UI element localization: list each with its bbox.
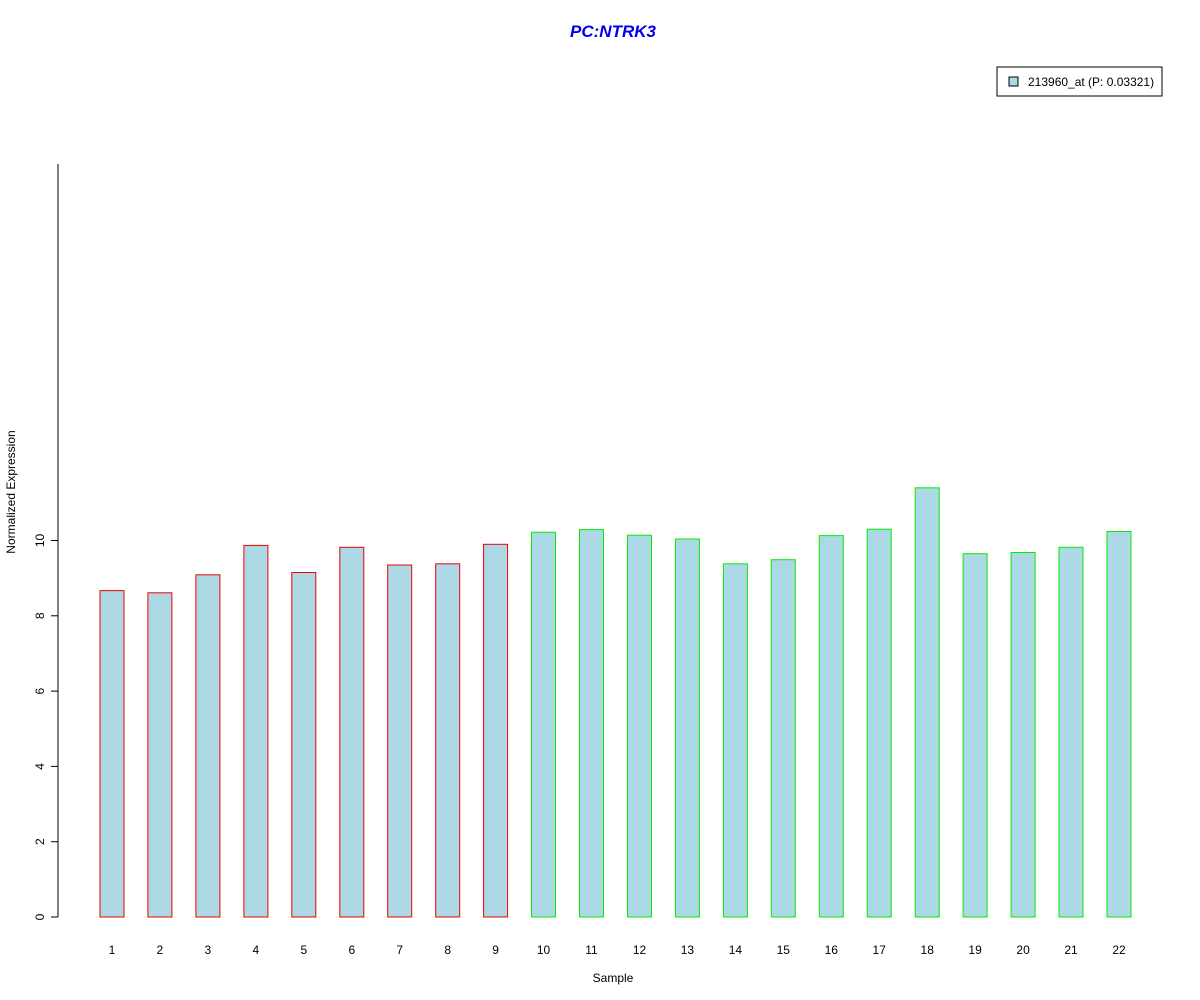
bar-sample-13 <box>674 538 700 918</box>
bar-sample-18 <box>914 487 940 918</box>
bar-sample-21 <box>1058 546 1084 918</box>
y-axis: 0 2 4 6 8 10 <box>33 164 59 920</box>
x-tick-label: 11 <box>585 943 598 957</box>
bar-sample-10 <box>531 531 556 918</box>
bar-sample-12 <box>627 534 652 918</box>
x-tick-label: 17 <box>873 943 887 957</box>
bar-sample-17 <box>866 528 892 918</box>
legend-box <box>996 66 1163 97</box>
bar-sample-5 <box>291 572 317 918</box>
x-tick-label: 20 <box>1016 943 1030 957</box>
bar-sample-19 <box>962 553 988 918</box>
bar-sample-14 <box>722 563 748 918</box>
bar-sample-20 <box>1010 552 1036 918</box>
x-tick-label: 19 <box>968 943 982 957</box>
x-tick-label: 14 <box>729 943 743 957</box>
bar-sample-16 <box>818 535 844 918</box>
y-tick-label: 10 <box>33 534 47 548</box>
x-tick-label: 15 <box>777 943 791 957</box>
x-tick-label: 2 <box>157 943 164 957</box>
chart-title: PC:NTRK3 <box>570 22 656 41</box>
bar-sample-22 <box>1106 531 1132 918</box>
legend-swatch <box>1008 76 1019 87</box>
bar-sample-1 <box>99 590 125 918</box>
legend: 213960_at (P: 0.03321) <box>996 66 1163 97</box>
bar-sample-9 <box>483 543 509 918</box>
bar-sample-11 <box>579 529 604 918</box>
x-tick-label: 13 <box>681 943 695 957</box>
x-tick-labels: 1 2 3 4 5 6 7 8 9 10 11 12 13 14 15 16 17 18 19 20 21 22 <box>109 943 1126 957</box>
bar-sample-8 <box>435 563 461 918</box>
x-tick-label: 4 <box>253 943 260 957</box>
x-tick-label: 5 <box>300 943 307 957</box>
bar-sample-15 <box>770 559 796 918</box>
x-tick-label: 16 <box>825 943 839 957</box>
x-axis-label: Sample <box>593 971 634 985</box>
x-tick-label: 10 <box>537 943 551 957</box>
bar-sample-3 <box>195 574 221 918</box>
bar-sample-4 <box>243 544 269 918</box>
x-tick-label: 7 <box>396 943 403 957</box>
y-tick-label: 2 <box>33 838 47 845</box>
x-tick-label: 1 <box>109 943 116 957</box>
y-axis-label: Normalized Expression <box>4 430 18 553</box>
x-tick-label: 9 <box>492 943 499 957</box>
x-tick-label: 21 <box>1064 943 1078 957</box>
y-tick-label: 4 <box>33 763 47 770</box>
x-tick-label: 6 <box>348 943 355 957</box>
x-tick-label: 3 <box>205 943 212 957</box>
bar-series <box>99 487 1132 918</box>
bar-sample-7 <box>387 564 413 918</box>
legend-entry-label: 213960_at (P: 0.03321) <box>1028 75 1154 89</box>
bar-sample-2 <box>147 592 173 918</box>
bar-sample-6 <box>339 546 365 918</box>
x-tick-label: 18 <box>921 943 935 957</box>
y-tick-label: 0 <box>33 913 47 920</box>
x-tick-label: 8 <box>444 943 451 957</box>
y-tick-label: 8 <box>33 612 47 619</box>
x-tick-label: 22 <box>1112 943 1126 957</box>
x-tick-label: 12 <box>633 943 647 957</box>
y-tick-label: 6 <box>33 687 47 694</box>
